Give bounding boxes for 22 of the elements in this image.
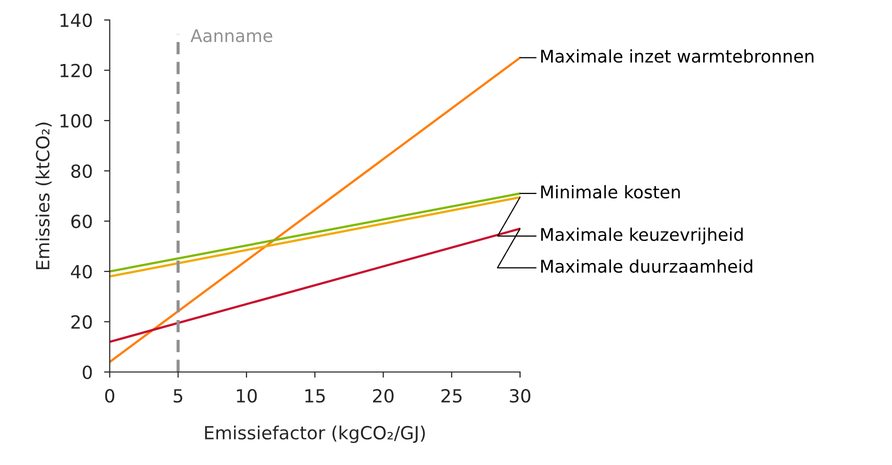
ref-line-label: Aanname bbox=[190, 29, 272, 42]
x-tick-label: 15 bbox=[305, 389, 325, 403]
x-tick-label: 25 bbox=[441, 388, 462, 403]
x-tick-label: 0 bbox=[105, 388, 114, 403]
series-label: Maximale inzet warmtebronnen bbox=[541, 49, 814, 63]
y-tick-label: 60 bbox=[71, 214, 92, 228]
y-tick-label: 80 bbox=[71, 164, 92, 178]
y-tick-label: 120 bbox=[60, 64, 92, 78]
y-axis-title: Emissies (ktCO₂) bbox=[36, 122, 52, 270]
text: Maximale keuzevrijheid bbox=[541, 228, 743, 244]
series-label: Minimale kosten bbox=[541, 185, 680, 199]
x-tick-label: 30 bbox=[510, 388, 530, 403]
y-tick-label: 0 bbox=[82, 365, 92, 380]
x-tick-label: 10 bbox=[236, 388, 257, 403]
y-tick-label: 20 bbox=[71, 315, 92, 329]
y-tick-label: 40 bbox=[70, 264, 92, 279]
text: Maximale duurzaamheid bbox=[541, 259, 752, 273]
x-tick-label: 5 bbox=[174, 389, 182, 403]
y-tick-label: 100 bbox=[60, 114, 92, 128]
y-tick-label: 140 bbox=[60, 13, 92, 28]
x-axis-title: Emissiefactor (kgCO₂/GJ) bbox=[205, 426, 425, 444]
x-tick-label: 20 bbox=[373, 388, 394, 403]
